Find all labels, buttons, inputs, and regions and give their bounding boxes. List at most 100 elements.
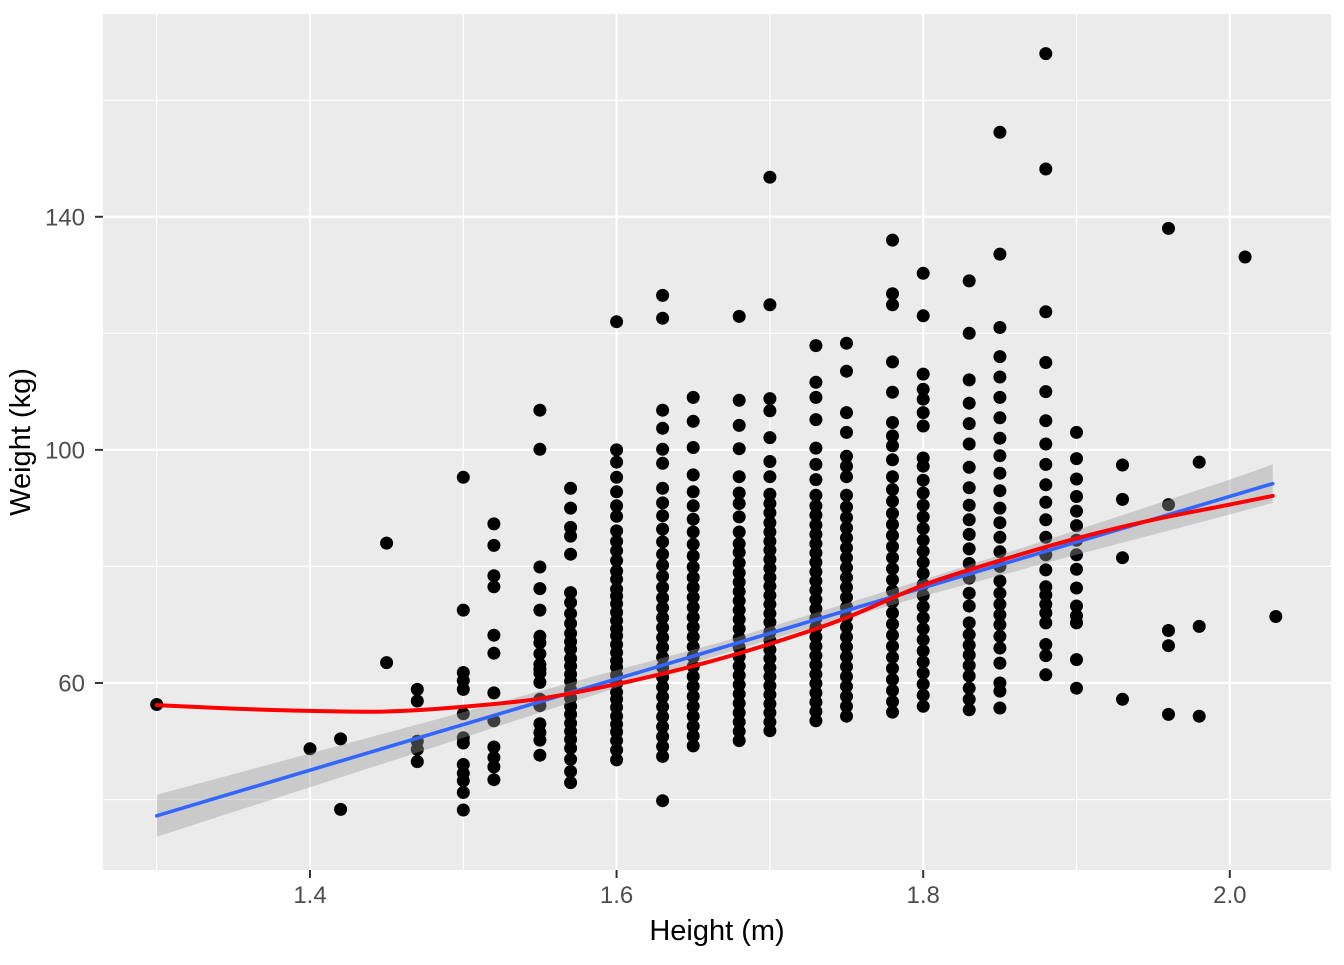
data-point: [686, 640, 700, 654]
data-point: [610, 753, 624, 767]
data-point: [1070, 548, 1083, 562]
data-point: [610, 499, 624, 513]
data-point: [610, 734, 624, 748]
data-point: [962, 648, 976, 662]
data-point: [840, 449, 853, 463]
data-point: [533, 560, 547, 574]
data-point: [456, 707, 470, 721]
data-point: [533, 675, 547, 689]
data-point: [334, 802, 348, 816]
data-point: [686, 571, 700, 584]
data-point: [886, 695, 899, 709]
data-point: [732, 687, 746, 701]
data-point: [886, 606, 899, 620]
data-point: [886, 551, 899, 565]
data-point: [962, 498, 976, 512]
data-point: [809, 537, 823, 551]
data-point: [1039, 478, 1053, 492]
data-point: [1070, 581, 1083, 595]
data-point: [840, 630, 853, 644]
data-point: [886, 416, 899, 429]
data-point: [610, 534, 624, 548]
data-point: [916, 459, 930, 473]
data-point: [533, 582, 547, 596]
data-point: [916, 677, 930, 691]
data-point: [809, 593, 823, 607]
data-point: [809, 555, 823, 569]
data-point: [809, 658, 823, 672]
data-point: [916, 522, 930, 535]
data-point: [840, 488, 853, 502]
data-point: [840, 459, 853, 473]
data-point: [1039, 668, 1053, 682]
data-point: [564, 642, 578, 656]
data-point: [732, 706, 746, 720]
data-point: [886, 705, 899, 719]
data-point: [840, 336, 853, 350]
data-point: [564, 501, 578, 515]
data-point: [656, 509, 670, 523]
data-point: [533, 636, 547, 650]
data-point: [610, 743, 624, 757]
data-point: [886, 540, 899, 554]
data-point: [962, 616, 976, 630]
data-point: [916, 644, 930, 658]
data-point: [487, 751, 501, 764]
data-point: [410, 755, 424, 769]
data-point: [533, 666, 547, 680]
data-point: [656, 621, 670, 635]
data-point: [1269, 610, 1283, 623]
data-point: [840, 531, 853, 545]
data-point: [1039, 437, 1053, 451]
data-point: [916, 533, 930, 547]
data-point: [809, 390, 823, 404]
data-point: [840, 670, 853, 683]
data-point: [656, 601, 670, 615]
data-point: [916, 309, 930, 323]
data-point: [763, 615, 777, 629]
data-point: [993, 247, 1007, 261]
data-point: [1039, 530, 1053, 544]
data-point: [656, 403, 670, 417]
data-point: [564, 776, 578, 790]
data-point: [962, 396, 976, 410]
minor-gridlines: [103, 14, 1331, 870]
data-point: [840, 364, 853, 378]
data-point: [456, 803, 470, 817]
data-point: [840, 571, 853, 584]
data-point: [732, 418, 746, 432]
data-point: [610, 315, 624, 329]
data-point: [1039, 616, 1053, 630]
data-point: [732, 393, 746, 407]
data-point: [1070, 681, 1083, 695]
data-point: [809, 473, 823, 487]
data-point: [686, 441, 700, 454]
data-point: [840, 406, 853, 420]
data-point: [886, 287, 899, 301]
data-point: [763, 652, 777, 665]
data-point: [993, 530, 1007, 544]
data-point: [1070, 653, 1083, 667]
data-point: [916, 498, 930, 512]
data-point: [686, 560, 700, 574]
data-point: [809, 441, 823, 455]
data-point: [840, 620, 853, 634]
data-point: [962, 669, 976, 683]
data-point: [809, 649, 823, 663]
data-point: [1039, 606, 1053, 620]
data-point: [886, 562, 899, 576]
data-point: [732, 525, 746, 539]
data-point: [809, 602, 823, 616]
data-point: [809, 630, 823, 644]
data-point: [1039, 649, 1053, 663]
data-point: [456, 774, 470, 788]
data-point: [410, 682, 424, 696]
data-point: [456, 786, 470, 799]
data-point: [916, 544, 930, 558]
data-point: [732, 575, 746, 589]
data-point: [1192, 619, 1206, 633]
y-tick-label: 140: [45, 204, 85, 231]
data-point: [840, 590, 853, 604]
